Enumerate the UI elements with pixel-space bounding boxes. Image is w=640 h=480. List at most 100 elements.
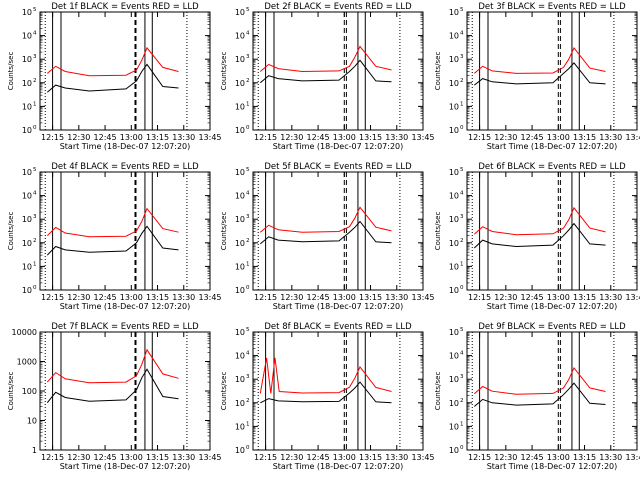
xtick-label: 13:45: [411, 453, 434, 462]
xtick-label: 13:00: [120, 293, 143, 302]
panel-title: Det 7f BLACK = Events RED = LLD: [51, 322, 199, 332]
ytick-label: 1: [32, 446, 37, 455]
y-axis-label: Counts/sec: [7, 372, 15, 411]
ytick-label: 10: [235, 168, 245, 177]
xtick-label: 13:45: [198, 133, 221, 142]
xtick-label: 13:30: [172, 133, 195, 142]
axes-frame: [252, 171, 424, 291]
ytick-label: 10: [449, 239, 459, 248]
xtick-label: 12:45: [521, 453, 544, 462]
xtick-label: 13:15: [359, 293, 382, 302]
ytick-label-exp: 5: [460, 327, 464, 333]
ytick-label: 10: [22, 286, 32, 295]
series-red: [259, 357, 392, 394]
ytick-label: 10: [22, 168, 32, 177]
ytick-label: 10: [235, 102, 245, 111]
ytick-label-exp: 0: [246, 125, 250, 131]
ytick-label: 10: [22, 102, 32, 111]
xtick-label: 13:15: [146, 453, 169, 462]
ytick-label-exp: 1: [460, 421, 464, 427]
ytick-label-exp: 2: [33, 78, 37, 84]
xtick-label: 13:30: [172, 293, 195, 302]
ytick-label: 10: [235, 32, 245, 41]
x-axis-label: Start Time (18-Dec-07 12:07:20): [60, 142, 191, 151]
x-axis-label: Start Time (18-Dec-07 12:07:20): [60, 302, 191, 311]
panel-title: Det 8f BLACK = Events RED = LLD: [264, 322, 412, 332]
ytick-label-exp: 3: [246, 374, 250, 380]
ytick-label-exp: 1: [246, 421, 250, 427]
ytick-label-exp: 0: [246, 285, 250, 291]
panel-title: Det 6f BLACK = Events RED = LLD: [478, 162, 626, 172]
xtick-label: 12:30: [67, 293, 90, 302]
xtick-label: 13:45: [411, 293, 434, 302]
xtick-label: 12:45: [94, 453, 117, 462]
ytick-label-exp: 2: [246, 398, 250, 404]
ytick-label: 10: [22, 8, 32, 17]
ytick-label-exp: 4: [246, 31, 250, 37]
panel-title: Det 5f BLACK = Events RED = LLD: [264, 162, 412, 172]
ytick-label: 10: [449, 215, 459, 224]
ytick-label: 10: [22, 126, 32, 135]
ytick-label: 10: [235, 55, 245, 64]
ytick-label: 10: [449, 126, 459, 135]
y-axis-label: Counts/sec: [220, 372, 228, 411]
axes-frame: [252, 11, 424, 131]
ytick-label-exp: 4: [246, 351, 250, 357]
ytick-label: 10: [235, 286, 245, 295]
xtick-label: 13:15: [359, 453, 382, 462]
ytick-label-exp: 4: [460, 191, 464, 197]
ytick-label: 10: [235, 446, 245, 455]
ytick-label: 10: [235, 352, 245, 361]
y-axis-label: Counts/sec: [434, 372, 442, 411]
xtick-label: 12:15: [254, 293, 277, 302]
xtick-label: 12:30: [67, 133, 90, 142]
xtick-label: 13:30: [385, 133, 408, 142]
xtick-label: 12:45: [307, 293, 330, 302]
xtick-label: 13:00: [333, 293, 356, 302]
ytick-label: 10: [22, 32, 32, 41]
xtick-label: 13:30: [599, 453, 622, 462]
ytick-label-exp: 4: [246, 191, 250, 197]
axes-frame: [252, 331, 424, 451]
ytick-label: 10: [235, 422, 245, 431]
ytick-label-exp: 3: [33, 214, 37, 220]
ytick-label-exp: 3: [246, 214, 250, 220]
ytick-label: 10: [27, 417, 37, 426]
axes-frame: [466, 331, 638, 451]
series-red: [46, 46, 179, 77]
y-axis-label: Counts/sec: [7, 52, 15, 91]
ytick-label: 10: [235, 126, 245, 135]
ytick-label-exp: 0: [460, 125, 464, 131]
series-black: [260, 381, 392, 404]
ytick-label-exp: 1: [460, 101, 464, 107]
series-black: [46, 225, 179, 256]
xtick-label: 13:00: [547, 293, 570, 302]
xtick-label: 12:15: [41, 453, 64, 462]
xtick-label: 12:15: [468, 453, 491, 462]
ytick-label: 10: [22, 239, 32, 248]
ytick-label: 10000: [12, 328, 37, 337]
xtick-label: 13:45: [625, 293, 640, 302]
ytick-label: 10: [449, 192, 459, 201]
ytick-label-exp: 0: [460, 445, 464, 451]
y-axis-label: Counts/sec: [434, 212, 442, 251]
xtick-label: 12:45: [94, 133, 117, 142]
ytick-label: 10: [235, 328, 245, 337]
ytick-label-exp: 4: [33, 191, 37, 197]
ytick-label: 10: [449, 102, 459, 111]
axes-frame: [466, 171, 638, 291]
series-red: [473, 46, 606, 74]
xtick-label: 13:45: [625, 453, 640, 462]
axes-frame: [466, 11, 638, 131]
ytick-label-exp: 5: [460, 7, 464, 13]
ytick-label-exp: 2: [460, 238, 464, 244]
ytick-label-exp: 1: [33, 261, 37, 267]
xtick-label: 13:00: [547, 453, 570, 462]
ytick-label: 10: [449, 422, 459, 431]
y-axis-label: Counts/sec: [220, 52, 228, 91]
x-axis-label: Start Time (18-Dec-07 12:07:20): [273, 302, 404, 311]
